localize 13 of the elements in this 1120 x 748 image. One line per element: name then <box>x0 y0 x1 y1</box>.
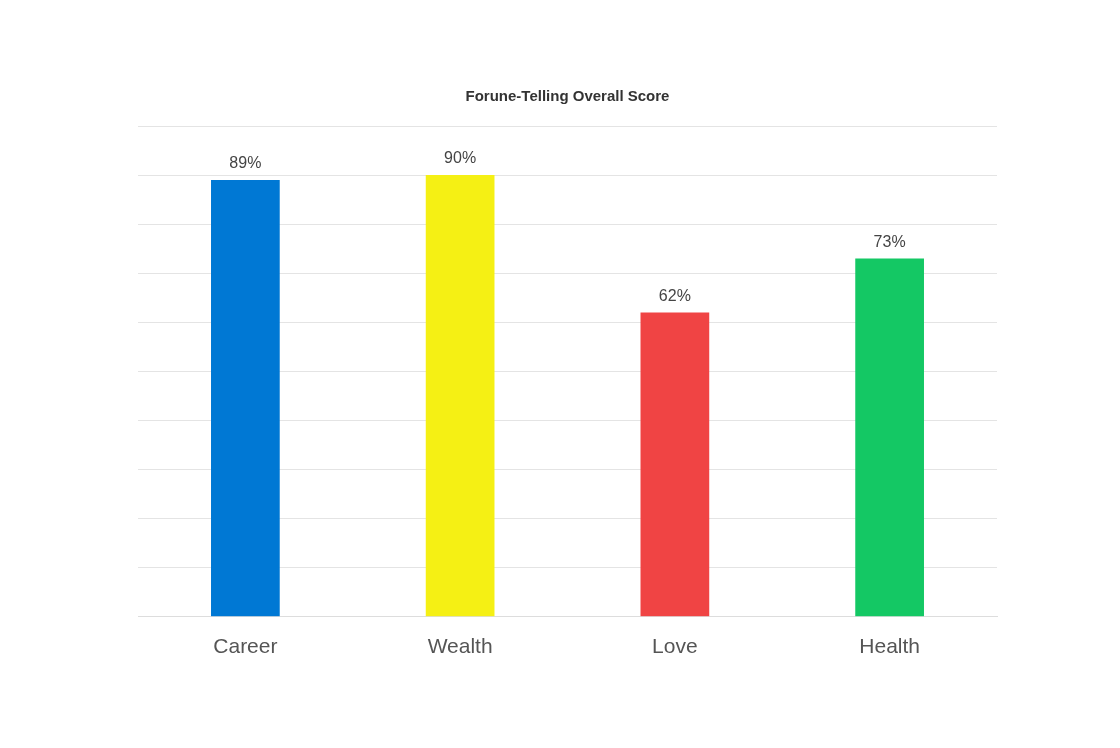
data-label: 89% <box>229 154 262 172</box>
data-label: 90% <box>444 149 477 167</box>
chart-title: Forune-Telling Overall Score <box>465 87 670 105</box>
bar <box>855 258 924 617</box>
data-label: 73% <box>873 232 906 250</box>
x-tick-label: Health <box>859 634 920 658</box>
x-tick-label: Love <box>652 634 698 658</box>
bar <box>211 179 280 617</box>
bar <box>640 312 710 617</box>
x-tick-label: Wealth <box>427 634 493 658</box>
x-tick-label: Career <box>213 634 278 658</box>
data-label: 62% <box>658 286 691 304</box>
bar <box>425 175 495 617</box>
